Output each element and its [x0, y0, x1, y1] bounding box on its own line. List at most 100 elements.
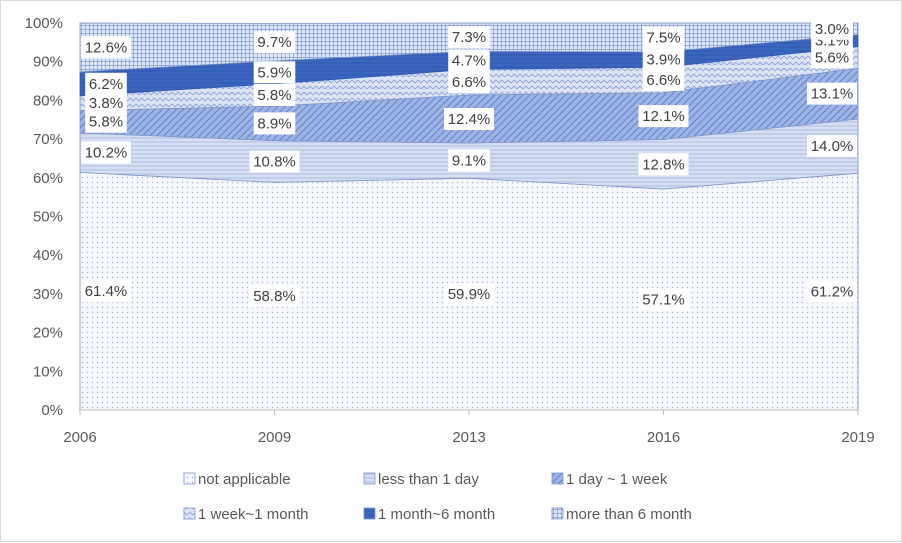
data-label-text: 5.8% — [257, 87, 291, 104]
data-label-box — [642, 68, 685, 91]
data-label-text: 58.8% — [253, 288, 296, 305]
data-label-box — [642, 26, 685, 49]
legend-label: 1 day ~ 1 week — [566, 471, 668, 488]
legend-swatch — [183, 472, 196, 485]
legend-item-1-month-6-month: 1 month~6 month — [363, 506, 495, 523]
data-label-box — [807, 135, 857, 158]
data-label-text: 61.4% — [85, 283, 128, 300]
data-label-less-than-1-day: 9.1% — [448, 149, 490, 172]
data-label-1-month-6-month: 5.9% — [253, 61, 296, 84]
data-label-box — [448, 26, 490, 49]
data-label-box — [85, 110, 127, 133]
data-label-text: 6.2% — [89, 76, 123, 93]
data-label-text: 13.1% — [811, 86, 854, 103]
data-label-box — [81, 141, 131, 164]
data-label-text: 7.5% — [646, 30, 680, 47]
y-tick-label: 30% — [33, 286, 63, 303]
data-label-text: 10.2% — [85, 145, 128, 162]
data-label-not-applicable: 57.1% — [638, 288, 689, 311]
data-label-text: 5.8% — [89, 114, 123, 131]
data-label-box — [448, 49, 490, 72]
data-label-1-week-1-month: 6.6% — [642, 68, 685, 91]
data-label-1-month-6-month: 3.9% — [642, 48, 685, 71]
data-label-box — [807, 280, 857, 303]
data-label-text: 9.7% — [257, 34, 291, 51]
data-label-box — [811, 46, 853, 69]
data-label-text: 5.9% — [257, 64, 291, 81]
legend-item-1-week-1-month: 1 week~1 month — [183, 506, 309, 523]
legend-label: not applicable — [198, 471, 291, 488]
legend-label: less than 1 day — [378, 471, 479, 488]
data-label-box — [249, 150, 300, 173]
data-label-box — [85, 72, 127, 95]
data-label-more-than-6-month: 9.7% — [253, 31, 296, 54]
legend-swatch — [363, 507, 376, 520]
data-label-text: 57.1% — [642, 292, 685, 309]
data-label-1-day-1-week: 8.9% — [253, 112, 296, 135]
data-label-less-than-1-day: 10.2% — [81, 141, 131, 164]
legend-label: 1 month~6 month — [378, 506, 495, 523]
data-label-text: 12.6% — [85, 39, 128, 56]
x-tick-label: 2016 — [647, 429, 680, 446]
legend-item-more-than-6-month: more than 6 month — [551, 506, 692, 523]
data-label-less-than-1-day: 10.8% — [249, 150, 300, 173]
legend-swatch — [551, 472, 564, 485]
y-tick-label: 0% — [41, 402, 63, 419]
data-labels-layer: 61.4% 58.8% 59.9% 57.1% 61.2% 10.2% 10.8% 9.1% 1… — [81, 17, 857, 311]
data-label-box — [444, 108, 494, 130]
data-label-box — [448, 71, 490, 94]
data-label-text: 59.9% — [448, 286, 491, 303]
data-label-box — [448, 149, 490, 172]
axes-layer: 0% 10% 20% 30% 40% 50% 60% 70% 80% 90% 100% 2006 200… — [25, 15, 875, 446]
data-label-text: 3.9% — [646, 52, 680, 69]
data-label-text: 5.6% — [815, 49, 849, 66]
data-label-box — [444, 283, 494, 306]
legend-swatch — [183, 507, 196, 520]
data-label-box — [807, 82, 857, 105]
legend-item-1-day-1-week: 1 day ~ 1 week — [551, 471, 668, 488]
data-label-1-month-6-month: 6.2% — [85, 72, 127, 95]
data-label-more-than-6-month: 3.0% — [811, 17, 853, 40]
data-label-text: 7.3% — [452, 29, 486, 46]
data-label-box — [253, 31, 296, 54]
data-label-text: 3.8% — [89, 95, 123, 112]
data-label-1-day-1-week: 12.1% — [638, 105, 689, 128]
x-tick-label: 2009 — [258, 429, 291, 446]
data-label-not-applicable: 61.2% — [807, 280, 857, 303]
data-label-text: 12.4% — [448, 111, 491, 128]
legend-swatch — [363, 472, 376, 485]
y-tick-label: 10% — [33, 363, 63, 380]
data-label-box — [638, 105, 689, 128]
data-label-text: 12.1% — [642, 108, 685, 125]
data-label-1-week-1-month: 6.6% — [448, 71, 490, 94]
y-tick-label: 20% — [33, 325, 63, 342]
data-label-not-applicable: 59.9% — [444, 283, 494, 306]
data-label-1-month-6-month: 4.7% — [448, 49, 490, 72]
data-label-box — [85, 92, 127, 115]
data-label-not-applicable: 61.4% — [81, 280, 131, 303]
data-label-more-than-6-month: 7.5% — [642, 26, 685, 49]
data-label-more-than-6-month: 12.6% — [81, 36, 131, 59]
y-tick-label: 70% — [33, 131, 63, 148]
data-label-1-week-1-month: 3.8% — [85, 92, 127, 115]
data-label-box — [642, 48, 685, 71]
data-label-box — [249, 285, 300, 308]
y-tick-label: 60% — [33, 170, 63, 187]
legend-swatch — [551, 507, 564, 520]
data-label-1-day-1-week: 12.4% — [444, 108, 494, 130]
data-label-box — [638, 153, 689, 176]
data-label-box — [811, 17, 853, 40]
data-label-text: 14.0% — [811, 138, 854, 155]
data-label-not-applicable: 58.8% — [249, 285, 300, 308]
data-label-less-than-1-day: 12.8% — [638, 153, 689, 176]
data-label-more-than-6-month: 7.3% — [448, 26, 490, 49]
data-label-1-week-1-month: 5.6% — [811, 46, 853, 69]
legend-label: 1 week~1 month — [198, 506, 309, 523]
data-label-text: 12.8% — [642, 156, 685, 173]
data-label-text: 9.1% — [452, 153, 486, 170]
data-label-box — [638, 288, 689, 311]
data-label-text: 3.0% — [815, 21, 849, 38]
x-tick-label: 2006 — [63, 429, 96, 446]
data-label-less-than-1-day: 14.0% — [807, 135, 857, 158]
